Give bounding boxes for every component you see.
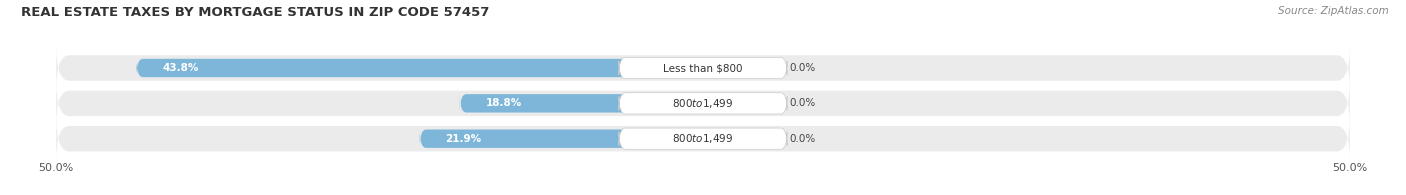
Text: $800 to $1,499: $800 to $1,499 (672, 97, 734, 110)
FancyBboxPatch shape (703, 94, 775, 113)
FancyBboxPatch shape (56, 45, 1350, 91)
FancyBboxPatch shape (703, 129, 775, 148)
FancyBboxPatch shape (460, 94, 703, 113)
Text: $800 to $1,499: $800 to $1,499 (672, 132, 734, 145)
Text: 18.8%: 18.8% (485, 98, 522, 108)
Text: 21.9%: 21.9% (446, 134, 482, 144)
FancyBboxPatch shape (619, 93, 787, 114)
FancyBboxPatch shape (703, 59, 775, 77)
FancyBboxPatch shape (56, 116, 1350, 161)
Text: REAL ESTATE TAXES BY MORTGAGE STATUS IN ZIP CODE 57457: REAL ESTATE TAXES BY MORTGAGE STATUS IN … (21, 6, 489, 19)
Text: 0.0%: 0.0% (790, 63, 815, 73)
Text: 0.0%: 0.0% (790, 134, 815, 144)
FancyBboxPatch shape (136, 59, 703, 77)
FancyBboxPatch shape (619, 128, 787, 149)
Text: Source: ZipAtlas.com: Source: ZipAtlas.com (1278, 6, 1389, 16)
FancyBboxPatch shape (420, 129, 703, 148)
FancyBboxPatch shape (56, 81, 1350, 126)
FancyBboxPatch shape (619, 57, 787, 79)
Text: Less than $800: Less than $800 (664, 63, 742, 73)
Text: 0.0%: 0.0% (790, 98, 815, 108)
Text: 43.8%: 43.8% (162, 63, 198, 73)
